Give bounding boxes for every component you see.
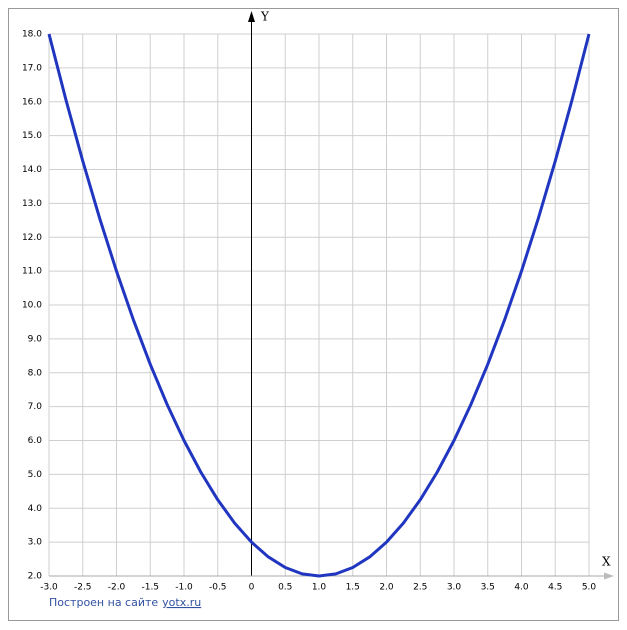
curve xyxy=(47,33,591,578)
x-tick-label: -1.5 xyxy=(141,583,159,593)
y-tick-label: 9.0 xyxy=(28,334,43,344)
y-tick-label: 17.0 xyxy=(22,63,42,73)
y-tick-label: 10.0 xyxy=(22,301,42,311)
y-tick-label: 18.0 xyxy=(22,30,42,40)
y-axis-label: Y xyxy=(260,10,270,24)
y-tick-label: 7.0 xyxy=(28,402,43,412)
footer-text: Построен на сайте xyxy=(49,596,158,609)
y-tick-label: 4.0 xyxy=(28,504,43,514)
y-tick-label: 6.0 xyxy=(28,436,43,446)
y-tick-label: 14.0 xyxy=(22,165,42,175)
x-tick-label: -0.5 xyxy=(209,583,227,593)
y-tick-label: 12.0 xyxy=(22,233,42,243)
x-tick-label: -2.0 xyxy=(108,583,126,593)
x-tick-label: -3.0 xyxy=(40,583,58,593)
x-tick-label: 3.0 xyxy=(447,583,462,593)
y-tick-label: 11.0 xyxy=(22,267,42,277)
x-axis-arrow xyxy=(604,572,614,580)
x-tick-label: 0 xyxy=(249,583,255,593)
y-tick-label: 2.0 xyxy=(28,572,43,582)
x-tick-label: 2.5 xyxy=(413,583,427,593)
x-tick-label: 3.5 xyxy=(481,583,495,593)
x-axis-label: X xyxy=(602,555,611,569)
x-tick-label: 5.0 xyxy=(582,583,597,593)
x-tick-label: 0.5 xyxy=(278,583,292,593)
x-tick-label: 2.0 xyxy=(379,583,394,593)
x-tick-label: 4.0 xyxy=(514,583,529,593)
y-tick-label: 16.0 xyxy=(22,97,42,107)
x-tick-label: -2.5 xyxy=(74,583,92,593)
y-tick-label: 5.0 xyxy=(28,470,43,480)
y-tick-label: 15.0 xyxy=(22,131,42,141)
x-tick-label: 1.5 xyxy=(346,583,360,593)
frame xyxy=(8,8,619,621)
plot xyxy=(47,33,591,578)
y-tick-label: 13.0 xyxy=(22,199,42,209)
x-tick-label: 4.5 xyxy=(548,583,562,593)
x-tick-label: 1.0 xyxy=(312,583,327,593)
x-tick-label: -1.0 xyxy=(175,583,193,593)
y-tick-label: 8.0 xyxy=(28,368,43,378)
footer-link[interactable]: yotx.ru xyxy=(162,596,201,609)
y-axis-arrow xyxy=(248,11,255,22)
y-tick-label: 3.0 xyxy=(28,538,43,548)
